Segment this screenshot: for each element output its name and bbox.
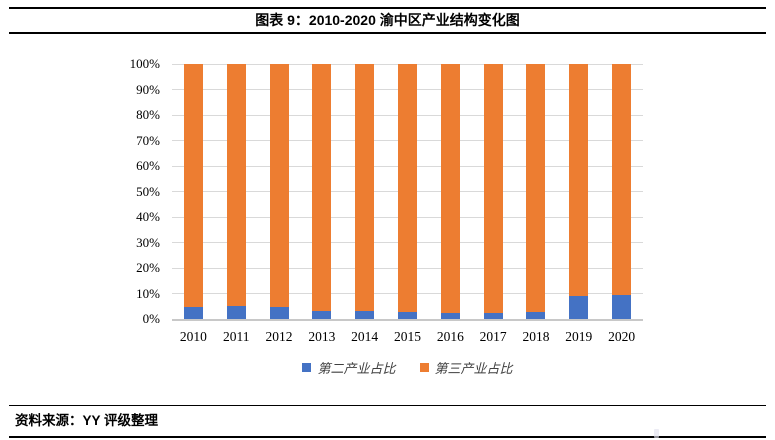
y-tick-label: 90% xyxy=(136,81,160,97)
bar-segment-tertiary-industry xyxy=(526,64,546,312)
header-bottom-rule xyxy=(9,32,766,34)
bar-segment-tertiary-industry xyxy=(312,64,332,311)
x-tick-label: 2016 xyxy=(436,329,464,344)
x-tick-label: 2010 xyxy=(179,329,207,344)
y-tick-label: 60% xyxy=(136,158,160,173)
header-top-rule xyxy=(9,7,766,9)
x-tick-label: 2019 xyxy=(565,329,593,344)
stray-cursor-artifact xyxy=(654,429,659,438)
footer-top-rule xyxy=(9,404,766,406)
legend-swatch xyxy=(302,362,312,372)
x-tick-label: 2018 xyxy=(522,329,550,344)
y-tick-label: 30% xyxy=(136,234,160,250)
bar-segment-secondary-industry xyxy=(483,312,503,319)
x-tick-label: 2011 xyxy=(222,329,250,344)
bar-segment-tertiary-industry xyxy=(569,64,589,297)
legend-item: 第三产业占比 xyxy=(419,358,513,377)
legend-label: 第三产业占比 xyxy=(434,360,513,376)
footer-bottom-rule xyxy=(9,436,766,438)
y-tick-label: 50% xyxy=(136,183,160,199)
x-tick-label: 2015 xyxy=(394,329,421,344)
x-tick-label: 2012 xyxy=(265,329,293,344)
y-tick-label: 80% xyxy=(136,107,160,122)
bar-segment-secondary-industry xyxy=(269,307,289,319)
bar-segment-secondary-industry xyxy=(398,312,417,319)
y-tick-label: 20% xyxy=(136,260,160,275)
bar-segment-tertiary-industry xyxy=(612,64,632,296)
y-tick-label: 10% xyxy=(136,285,160,301)
bar-segment-tertiary-industry xyxy=(226,64,246,306)
source-note: 资料来源：YY 评级整理 xyxy=(15,413,159,428)
legend-label: 第二产业占比 xyxy=(317,360,396,376)
bar-segment-tertiary-industry xyxy=(440,64,460,313)
x-tick-label: 2013 xyxy=(308,329,336,344)
y-tick-label: 0% xyxy=(142,311,160,326)
figure-title: 图表 9：2010-2020 渝中区产业结构变化图 xyxy=(255,12,520,28)
bar-segment-secondary-industry xyxy=(312,310,332,319)
bar-segment-tertiary-industry xyxy=(483,64,503,313)
y-tick-label: 100% xyxy=(129,56,160,71)
bar-segment-secondary-industry xyxy=(612,295,632,319)
bar-segment-tertiary-industry xyxy=(183,64,203,308)
y-tick-label: 70% xyxy=(136,132,160,148)
x-axis-line xyxy=(172,319,643,321)
bar-segment-secondary-industry xyxy=(526,311,546,319)
bar-segment-secondary-industry xyxy=(569,296,589,319)
y-tick-label: 40% xyxy=(136,209,160,224)
x-tick-label: 2014 xyxy=(351,329,379,344)
x-tick-label: 2020 xyxy=(608,329,636,344)
legend-item: 第二产业占比 xyxy=(302,358,396,377)
bar-segment-secondary-industry xyxy=(183,307,203,319)
bar-segment-secondary-industry xyxy=(226,305,246,319)
legend-swatch xyxy=(419,362,429,372)
bar-segment-tertiary-industry xyxy=(355,64,375,311)
bar-segment-tertiary-industry xyxy=(398,64,417,313)
legend: 第二产业占比 第三产业占比 xyxy=(172,357,643,377)
bar-segment-tertiary-industry xyxy=(269,64,289,308)
bar-segment-secondary-industry xyxy=(440,312,460,319)
x-tick-label: 2017 xyxy=(479,329,507,344)
bar-segment-secondary-industry xyxy=(355,310,375,319)
